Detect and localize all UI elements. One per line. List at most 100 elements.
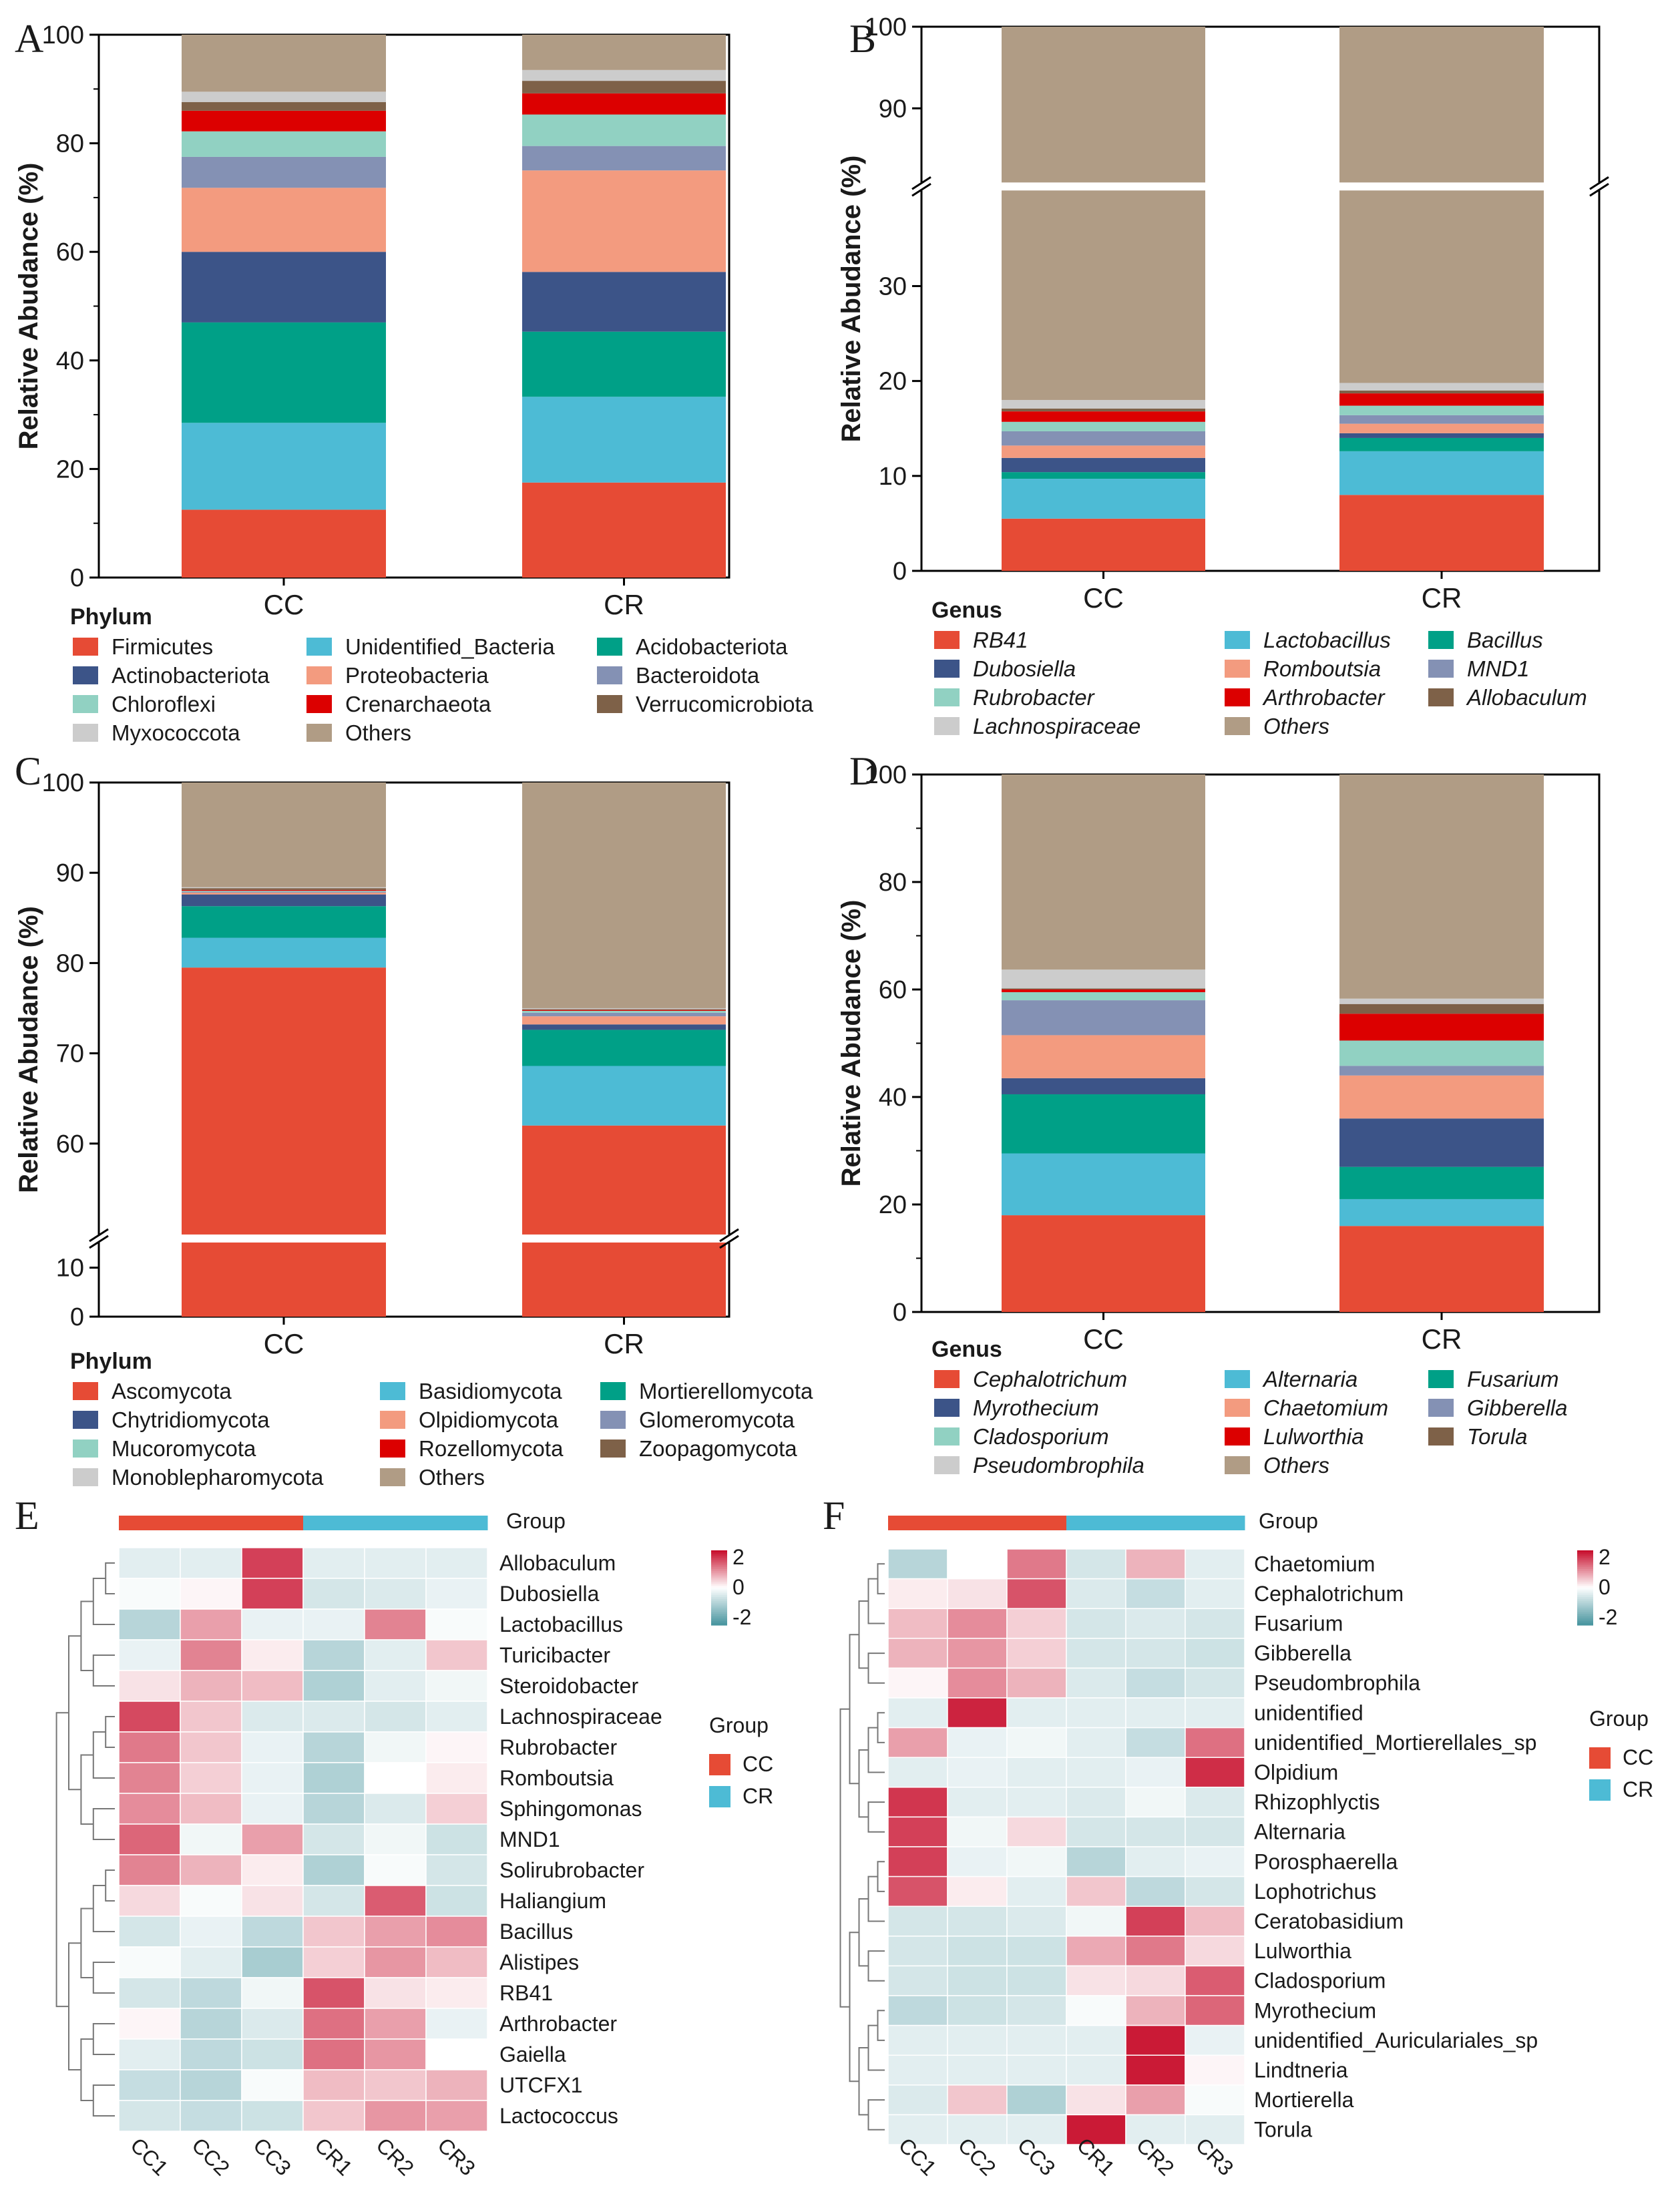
legend-label-others: Others (1263, 714, 1329, 738)
heatmap-cell-solirubrobacter-cc1 (118, 1854, 181, 1886)
heatmap-cell-lactobacillus-cc2 (180, 1608, 242, 1640)
heatmap-cell-dubosiella-cr2 (364, 1578, 427, 1610)
heatmap-cell-rhizophlyctis-cc2 (947, 1787, 1008, 1818)
heatmap-cell-unidentified-auriculariales-sp-cr1 (1066, 2024, 1126, 2056)
heatmap-cell-rhizophlyctis-cr1 (1066, 1787, 1126, 1818)
heatmap-cell-lophotrichus-cc3 (1006, 1875, 1067, 1907)
bar-segment-cladosporium-cc (1002, 992, 1205, 1001)
legend-swatch-myxococcota (73, 724, 98, 742)
bar-segment-rozellomycota-cr (522, 1010, 726, 1012)
heatmap-cell-lachnospiraceae-cc2 (180, 1701, 242, 1733)
heatmap-cell-lophotrichus-cr2 (1125, 1875, 1186, 1907)
heatmap-cell-turicibacter-cr2 (364, 1639, 427, 1671)
group-legend: Group CC CR (1589, 1707, 1653, 1801)
bar-segment-pseudombrophila-cc (1002, 969, 1205, 989)
row-label-lachnospiraceae: Lachnospiraceae (499, 1705, 662, 1729)
dendrogram-branch (80, 1600, 93, 1671)
legend-swatch-mnd1 (1428, 660, 1454, 678)
heatmap-cell-bacillus-cr2 (364, 1916, 427, 1948)
legend-swatch-chloroflexi (73, 695, 98, 713)
color-scale-step (711, 1589, 727, 1592)
color-scale-step (1577, 1610, 1593, 1612)
color-scale: 2 0 -2 (711, 1545, 751, 1629)
bar-segment-fusarium-cr (1339, 1166, 1544, 1199)
legend-label-bacteroidota: Bacteroidota (636, 663, 760, 688)
bar-segment-others-cr (1339, 775, 1544, 999)
legend-label-chytridiomycota: Chytridiomycota (112, 1407, 270, 1432)
legend: Genus RB41 Lactobacillus Bacillus Dubosiella… (931, 598, 1587, 738)
heatmap-cell-rb41-cr1 (302, 1977, 365, 2009)
heatmap-cell-myrothecium-cc2 (947, 1995, 1008, 2026)
y-tick-label: 0 (893, 558, 907, 586)
heatmap-cell-chaetomium-cr3 (1185, 1548, 1245, 1580)
heatmap-cell-sphingomonas-cr1 (302, 1793, 365, 1825)
heatmap-cell-unidentified-mortierellales-sp-cc1 (887, 1727, 948, 1758)
x-tick-label: CR (1422, 1323, 1462, 1355)
heatmap-cell-gibberella-cc3 (1006, 1638, 1067, 1669)
heatmap-cell-unidentified-mortierellales-sp-cc2 (947, 1727, 1008, 1758)
dendrogram-branch (68, 1942, 81, 2070)
heatmap-cell-rb41-cr2 (364, 1977, 427, 2009)
legend-label-lactobacillus: Lactobacillus (1263, 628, 1391, 652)
legend-label-alternaria: Alternaria (1262, 1367, 1357, 1391)
row-label-ceratobasidium: Ceratobasidium (1254, 1910, 1404, 1934)
legend-swatch-arthrobacter (1225, 688, 1250, 706)
bar-segment-gibberella-cr (1339, 1066, 1544, 1076)
dendrogram-branch (867, 1652, 885, 1684)
bar-segment-bacteroidota-cc (182, 156, 386, 188)
legend-swatch-acidobacteriota (597, 638, 622, 656)
color-scale-step (1577, 1588, 1593, 1590)
bar-segment-lachnospiraceae-cr (1339, 383, 1544, 391)
legend-swatch-verrucomicrobiota (597, 695, 622, 713)
color-scale-step (1577, 1619, 1593, 1622)
dendrogram-branch (105, 1716, 115, 1748)
dendrogram-branch (68, 1635, 81, 1791)
heatmap-cell-lindtneria-cr2 (1125, 2054, 1186, 2086)
column-label-cr1: CR1 (310, 2133, 357, 2181)
legend-label-chaetomium: Chaetomium (1263, 1395, 1388, 1420)
y-tick-label: 90 (56, 859, 84, 887)
heatmap-cell-lactobacillus-cr3 (425, 1608, 488, 1640)
legend-swatch-others (1225, 717, 1250, 735)
heatmap-cell-arthrobacter-cc1 (118, 2008, 181, 2040)
heatmap-cell-porosphaerella-cr1 (1066, 1846, 1126, 1877)
color-scale-step (1577, 1580, 1593, 1583)
heatmap-cell-unidentified-auriculariales-sp-cc1 (887, 2024, 948, 2056)
bar-segment-bacillus-cc (1002, 472, 1205, 479)
legend-label-fusarium: Fusarium (1467, 1367, 1559, 1391)
y-tick-label: 60 (879, 976, 907, 1004)
bar-segment-acidobacteriota-cr (522, 331, 726, 397)
heatmap-cell-alistipes-cc1 (118, 1946, 181, 1978)
heatmap-cell-arthrobacter-cc3 (241, 2008, 304, 2040)
row-label-solirubrobacter: Solirubrobacter (499, 1858, 644, 1882)
y-tick-label: 40 (56, 347, 84, 375)
heatmap-cell-lactococcus-cc1 (118, 2100, 181, 2132)
column-label-cc2: CC2 (187, 2133, 234, 2181)
heatmap-cell-lachnospiraceae-cc3 (241, 1701, 304, 1733)
row-label-mnd1: MND1 (499, 1827, 560, 1851)
legend-swatch-lactobacillus (1225, 631, 1250, 649)
heatmap-cell-lulworthia-cr2 (1125, 1936, 1186, 1967)
heatmap-cell-haliangium-cr1 (302, 1885, 365, 1917)
color-scale-step (1577, 1608, 1593, 1611)
y-tick-label: 20 (879, 1191, 907, 1219)
heatmap-cell-torula-cc1 (887, 2114, 948, 2145)
panel-label: C (15, 749, 41, 793)
legend-label-rubrobacter: Rubrobacter (973, 685, 1096, 710)
color-scale-step (1577, 1612, 1593, 1614)
heatmap-cell-olpidium-cr1 (1066, 1757, 1126, 1788)
heatmap-cell-gibberella-cr3 (1185, 1638, 1245, 1669)
y-tick-label: 40 (879, 1084, 907, 1112)
row-label-lophotrichus: Lophotrichus (1254, 1879, 1376, 1904)
heatmap-cell-allobaculum-cr1 (302, 1547, 365, 1579)
heatmap-cell-steroidobacter-cr1 (302, 1670, 365, 1702)
group-bar-cr (426, 1516, 488, 1530)
bar-segment-allobaculum-cc (1002, 408, 1205, 412)
bar-segment-others-cr (522, 35, 726, 70)
bar-segment-firmicutes-cr (522, 482, 726, 578)
bar-segment-actinobacteriota-cc (182, 252, 386, 322)
heatmap-cell-cladosporium-cc1 (887, 1965, 948, 1996)
legend-swatch-unidentified-bacteria (306, 638, 332, 656)
dendrogram-branch (80, 2038, 93, 2101)
